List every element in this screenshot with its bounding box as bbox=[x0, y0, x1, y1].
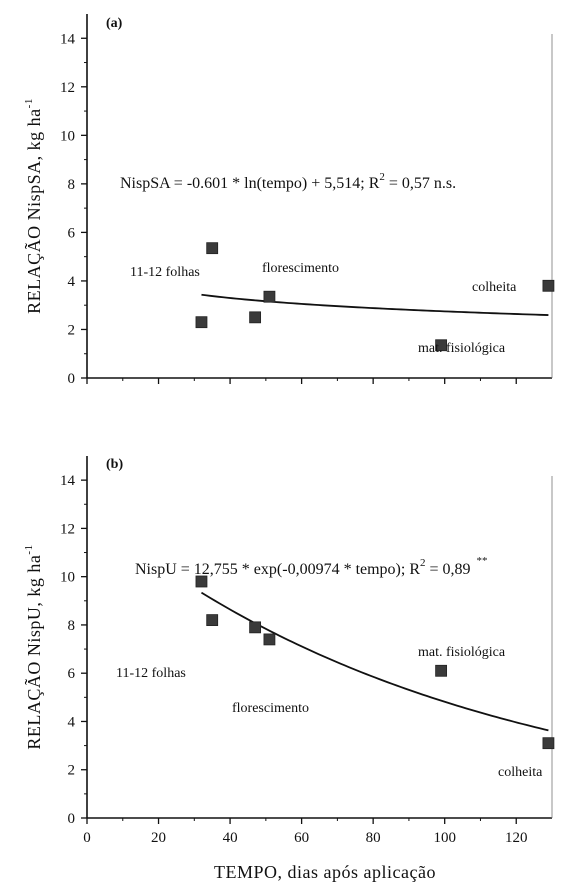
x-tick-label: 120 bbox=[505, 830, 528, 846]
data-point bbox=[195, 575, 208, 588]
y-tick-label: 2 bbox=[68, 763, 76, 779]
fit-curve bbox=[201, 293, 549, 316]
y-tick-label: 12 bbox=[60, 80, 75, 96]
chart-panel-b: 0 2 4 6 8 10 12 14 0 20 40 60 80 100 120 (b) NispU = 12,… bbox=[23, 456, 555, 846]
stage-annotation: 11-12 folhas bbox=[116, 666, 186, 681]
chart-panels: 0 2 4 6 8 10 12 14 (a) NispSA = -0.601 * ln(tempo… bbox=[23, 14, 555, 846]
y-tick-label: 10 bbox=[60, 128, 75, 144]
stage-annotation: florescimento bbox=[262, 261, 339, 276]
y-tick-label: 2 bbox=[68, 322, 76, 338]
y-tick-label: 10 bbox=[60, 570, 75, 586]
y-tick-label: 12 bbox=[60, 521, 75, 537]
data-point bbox=[435, 339, 448, 352]
y-tick-label: 14 bbox=[60, 473, 76, 489]
data-point bbox=[542, 737, 555, 750]
stage-annotation: florescimento bbox=[232, 701, 309, 716]
x-tick-label: 0 bbox=[83, 830, 91, 846]
stage-annotation: mat. fisiológica bbox=[418, 645, 506, 660]
stage-annotation: colheita bbox=[472, 280, 517, 295]
y-tick-label: 4 bbox=[68, 274, 76, 290]
regression-equation: NispSA = -0.601 * ln(tempo) + 5,514; R2 … bbox=[120, 171, 456, 192]
data-point bbox=[542, 279, 555, 292]
data-point bbox=[263, 633, 276, 646]
y-tick-label: 0 bbox=[68, 371, 76, 387]
x-tick-label: 20 bbox=[151, 830, 166, 846]
panel-label: (b) bbox=[106, 457, 123, 472]
x-tick-label: 60 bbox=[294, 830, 309, 846]
data-point bbox=[435, 664, 448, 677]
y-tick-label: 8 bbox=[68, 177, 76, 193]
y-axis-label: RELAÇÃO NispU, kg ha-1 bbox=[23, 544, 44, 749]
y-tick-label: 6 bbox=[68, 225, 76, 241]
chart-panel-a: 0 2 4 6 8 10 12 14 (a) NispSA = -0.601 * ln(tempo… bbox=[23, 14, 555, 387]
data-point bbox=[195, 316, 208, 329]
panel-label: (a) bbox=[106, 16, 123, 31]
stage-annotation: mat. fisiológica bbox=[418, 341, 506, 356]
data-point bbox=[249, 311, 262, 324]
data-point bbox=[249, 621, 262, 634]
y-tick-label: 0 bbox=[68, 811, 76, 827]
data-point bbox=[206, 242, 219, 255]
stage-annotation: 11-12 folhas bbox=[130, 265, 200, 280]
data-point bbox=[206, 614, 219, 627]
y-tick-label: 4 bbox=[68, 714, 76, 730]
regression-equation: NispU = 12,755 * exp(-0,00974 * tempo); … bbox=[135, 555, 488, 578]
y-tick-label: 14 bbox=[60, 31, 76, 47]
x-tick-label: 40 bbox=[223, 830, 238, 846]
x-tick-label: 80 bbox=[366, 830, 381, 846]
stage-annotation: colheita bbox=[498, 765, 543, 780]
y-axis-label: RELAÇÃO NispSA, kg ha-1 bbox=[23, 98, 44, 314]
data-point bbox=[263, 290, 276, 303]
x-axis-label: TEMPO, dias após aplicação bbox=[214, 862, 436, 882]
y-tick-label: 6 bbox=[68, 666, 76, 682]
y-tick-label: 8 bbox=[68, 618, 76, 634]
x-tick-label: 100 bbox=[433, 830, 456, 846]
